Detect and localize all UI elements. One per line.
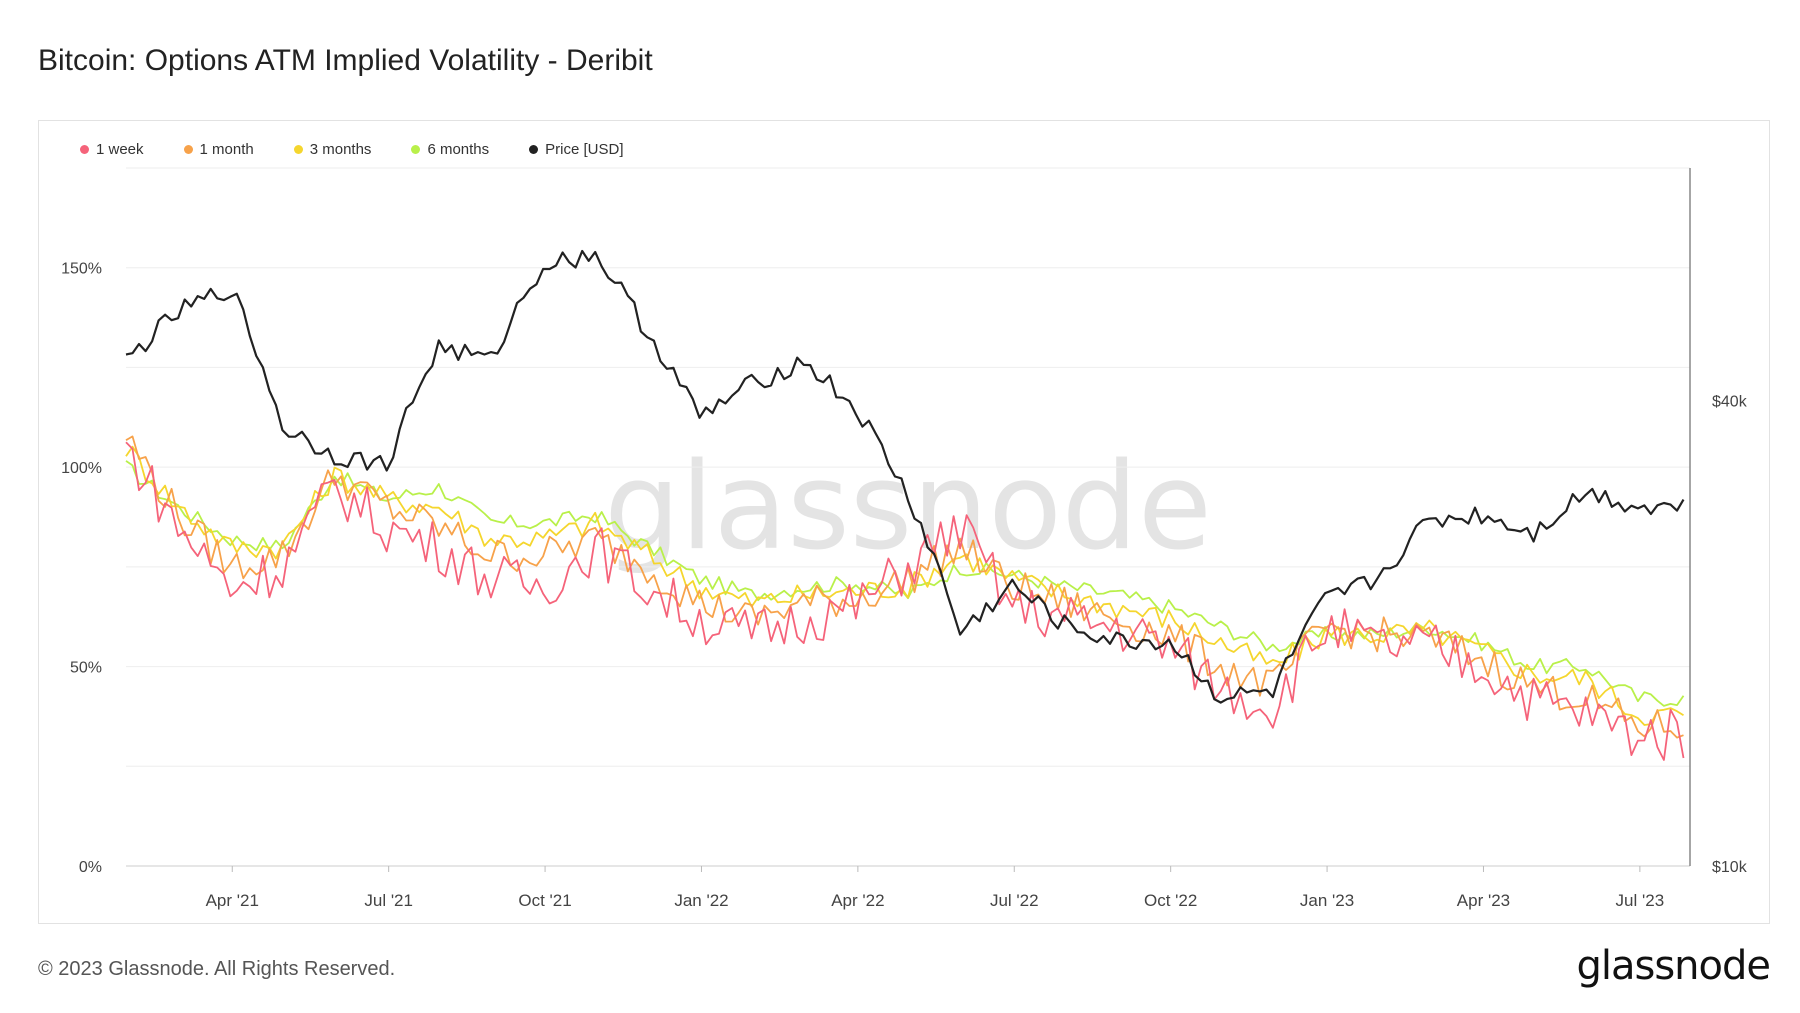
legend-marker <box>183 145 193 154</box>
legend-item-1-month[interactable]: 1 month <box>183 141 254 158</box>
x-tick-label: Jul '21 <box>364 891 413 910</box>
chart-title: Bitcoin: Options ATM Implied Volatility … <box>38 44 653 77</box>
glassnode-logo: glassnode <box>1576 943 1771 989</box>
y-right-tick-label: $40k <box>1712 394 1748 411</box>
x-tick-label: Jan '22 <box>674 891 728 910</box>
y-left-tick-label: 0% <box>79 859 102 876</box>
series-line-w1 <box>125 441 1685 761</box>
series-line-m3 <box>125 445 1684 726</box>
y-left-tick-label: 100% <box>61 460 102 477</box>
legend-marker <box>411 145 421 154</box>
legend-marker <box>293 145 303 154</box>
chart-legend: 1 week 1 month 3 months 6 months Price [… <box>80 141 664 158</box>
x-tick-label: Jul '22 <box>990 891 1039 910</box>
copyright-text: © 2023 Glassnode. All Rights Reserved. <box>38 958 396 980</box>
x-tick-label: Jan '23 <box>1300 891 1354 910</box>
y-right-tick-label: $10k <box>1712 859 1748 876</box>
chart-panel <box>38 120 1770 924</box>
watermark-text: glassnode <box>604 438 1212 577</box>
x-tick-label: Oct '22 <box>1144 891 1197 910</box>
y-left-tick-label: 150% <box>61 261 102 278</box>
series-line-price <box>125 249 1685 704</box>
legend-marker <box>80 145 89 154</box>
legend-label: 1 week <box>96 141 144 158</box>
legend-item-1-week[interactable]: 1 week <box>80 141 144 158</box>
legend-item-3-months[interactable]: 3 months <box>293 141 372 158</box>
x-tick-label: Apr '21 <box>206 891 259 910</box>
x-tick-label: Oct '21 <box>518 891 571 910</box>
x-tick-label: Apr '23 <box>1457 891 1510 910</box>
legend-item-6-months[interactable]: 6 months <box>411 141 489 158</box>
x-tick-label: Apr '22 <box>831 891 884 910</box>
y-left-tick-label: 50% <box>70 660 102 677</box>
legend-marker <box>529 145 539 154</box>
x-tick-label: Jul '23 <box>1616 891 1665 910</box>
legend-label: 1 month <box>199 141 254 158</box>
legend-label: Price [USD] <box>545 141 624 158</box>
legend-label: 3 months <box>309 141 372 158</box>
legend-item-price[interactable]: Price [USD] <box>529 141 624 158</box>
legend-label: 6 months <box>427 141 490 158</box>
